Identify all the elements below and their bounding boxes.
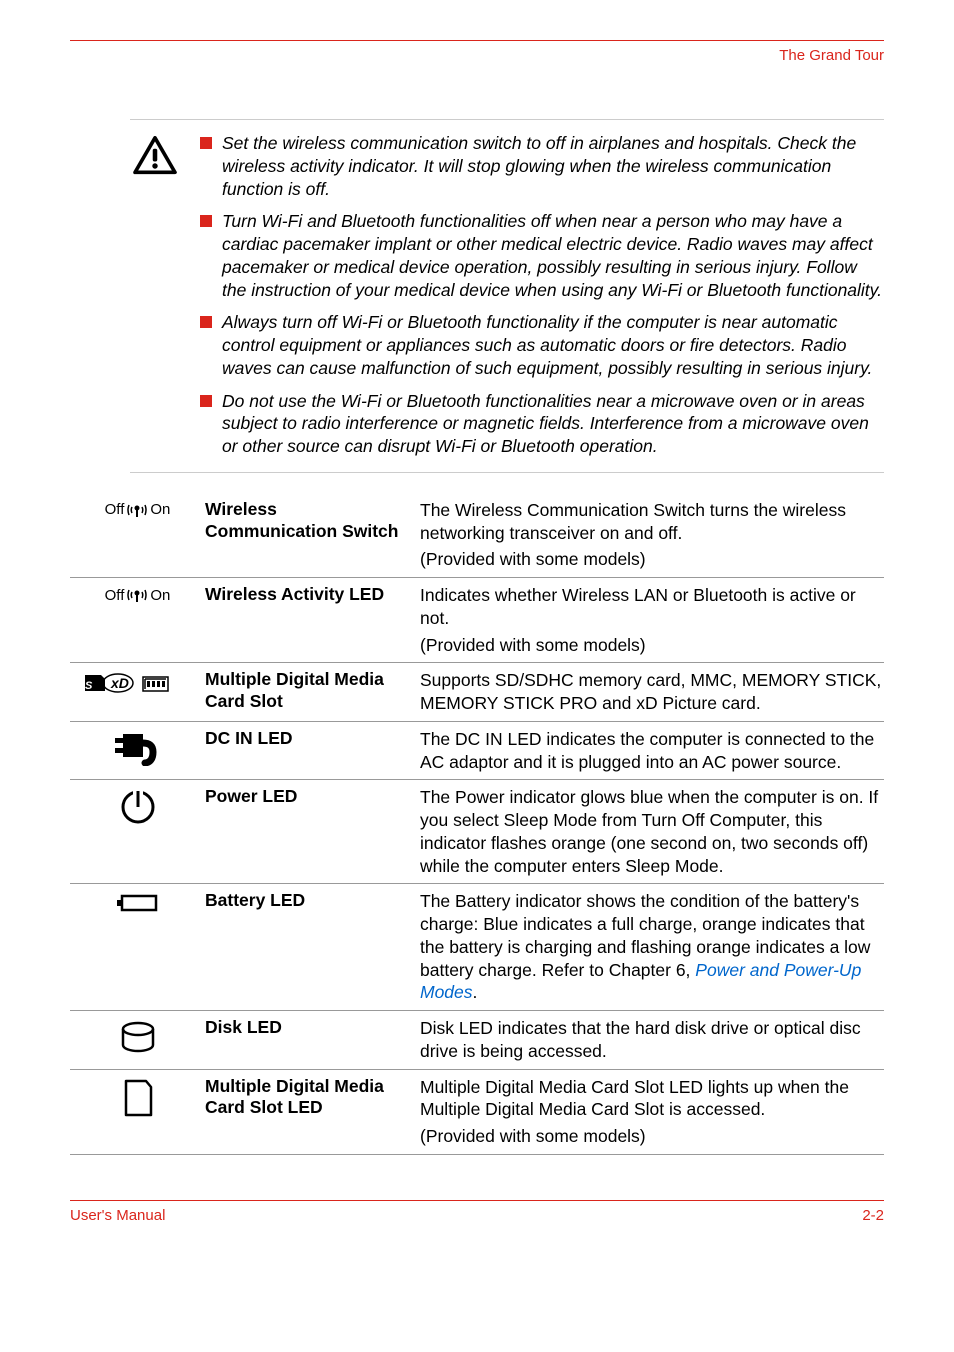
warning-item: Do not use the Wi-Fi or Bluetooth functi… [200, 390, 884, 458]
bullet-icon [200, 316, 212, 328]
bullet-icon [200, 215, 212, 227]
svg-text:xD: xD [110, 675, 129, 691]
wireless-switch-icon: Off On [105, 586, 171, 604]
bullet-icon [200, 395, 212, 407]
spec-icon-cell [70, 1017, 205, 1063]
spec-description: The DC IN LED indicates the computer is … [420, 728, 884, 774]
spec-table: Off On Wireless Communication SwitchThe … [70, 493, 884, 1155]
spec-row: Off On Wireless Communication SwitchThe … [70, 493, 884, 578]
spec-description: Indicates whether Wireless LAN or Blueto… [420, 584, 884, 656]
battery-icon [116, 892, 160, 914]
spec-row: Off On Wireless Activity LEDIndicates wh… [70, 578, 884, 663]
spec-icon-cell: Off On [70, 499, 205, 571]
warning-text: Always turn off Wi-Fi or Bluetooth funct… [222, 311, 884, 379]
dc-in-icon [115, 730, 161, 766]
spec-icon-cell [70, 786, 205, 877]
spec-row: S xD Multiple Digital Media Card SlotSup… [70, 663, 884, 722]
spec-icon-cell [70, 728, 205, 774]
spec-description: The Wireless Communication Switch turns … [420, 499, 884, 571]
bullet-icon [200, 137, 212, 149]
page-header-title: The Grand Tour [70, 47, 884, 64]
spec-label: Wireless Communication Switch [205, 499, 420, 571]
spec-icon-cell [70, 890, 205, 1004]
card-led-icon [121, 1078, 155, 1118]
warning-text: Turn Wi-Fi and Bluetooth functionalities… [222, 210, 884, 301]
spec-row: Multiple Digital Media Card Slot LEDMult… [70, 1070, 884, 1155]
spec-icon-cell [70, 1076, 205, 1148]
media-slot-icon: S xD [83, 671, 193, 695]
spec-row: Disk LEDDisk LED indicates that the hard… [70, 1011, 884, 1070]
spec-icon-cell: S xD [70, 669, 205, 715]
warning-item: Set the wireless communication switch to… [200, 132, 884, 200]
warning-block: Set the wireless communication switch to… [130, 119, 884, 473]
spec-description: The Battery indicator shows the conditio… [420, 890, 884, 1004]
warning-text: Set the wireless communication switch to… [222, 132, 884, 200]
spec-description: Multiple Digital Media Card Slot LED lig… [420, 1076, 884, 1148]
header-divider [70, 40, 884, 41]
spec-description: The Power indicator glows blue when the … [420, 786, 884, 877]
disk-icon [119, 1019, 157, 1057]
warning-list: Set the wireless communication switch to… [200, 132, 884, 458]
footer-left: User's Manual [70, 1207, 165, 1224]
warning-item: Turn Wi-Fi and Bluetooth functionalities… [200, 210, 884, 301]
warning-icon [130, 132, 180, 458]
spec-label: DC IN LED [205, 728, 420, 774]
spec-label: Disk LED [205, 1017, 420, 1063]
spec-label: Power LED [205, 786, 420, 877]
spec-label: Wireless Activity LED [205, 584, 420, 656]
spec-label: Multiple Digital Media Card Slot [205, 669, 420, 715]
spec-row: Power LEDThe Power indicator glows blue … [70, 780, 884, 884]
power-icon [119, 788, 157, 826]
svg-text:S: S [85, 680, 93, 692]
spec-label: Multiple Digital Media Card Slot LED [205, 1076, 420, 1148]
spec-icon-cell: Off On [70, 584, 205, 656]
spec-row: Battery LEDThe Battery indicator shows t… [70, 884, 884, 1011]
warning-item: Always turn off Wi-Fi or Bluetooth funct… [200, 311, 884, 379]
spec-label: Battery LED [205, 890, 420, 1004]
footer-right: 2-2 [862, 1207, 884, 1224]
spec-description: Supports SD/SDHC memory card, MMC, MEMOR… [420, 669, 884, 715]
wireless-switch-icon: Off On [105, 501, 171, 519]
footer: User's Manual 2-2 [70, 1200, 884, 1224]
spec-description: Disk LED indicates that the hard disk dr… [420, 1017, 884, 1063]
spec-row: DC IN LEDThe DC IN LED indicates the com… [70, 722, 884, 781]
warning-text: Do not use the Wi-Fi or Bluetooth functi… [222, 390, 884, 458]
